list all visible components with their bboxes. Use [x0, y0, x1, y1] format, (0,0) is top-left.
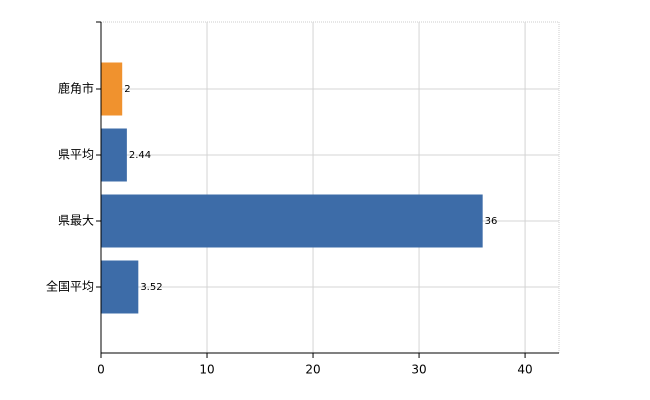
x-tick-label: 10 — [199, 363, 214, 377]
bar — [101, 128, 127, 182]
value-label: 3.52 — [140, 282, 162, 293]
bar — [101, 62, 123, 116]
y-tick-label: 県平均 — [58, 148, 94, 162]
bar — [101, 260, 139, 314]
y-tick-label: 全国平均 — [46, 279, 94, 294]
y-tick-label: 鹿角市 — [58, 81, 94, 96]
value-label: 36 — [485, 216, 498, 227]
x-tick-label: 20 — [305, 363, 320, 377]
y-tick-label: 県最大 — [58, 214, 94, 228]
x-tick-label: 30 — [411, 363, 426, 377]
x-tick-label: 40 — [517, 363, 532, 377]
x-tick-label: 0 — [97, 363, 105, 377]
value-label: 2 — [124, 84, 130, 95]
value-label: 2.44 — [129, 150, 151, 161]
bar — [101, 194, 483, 248]
